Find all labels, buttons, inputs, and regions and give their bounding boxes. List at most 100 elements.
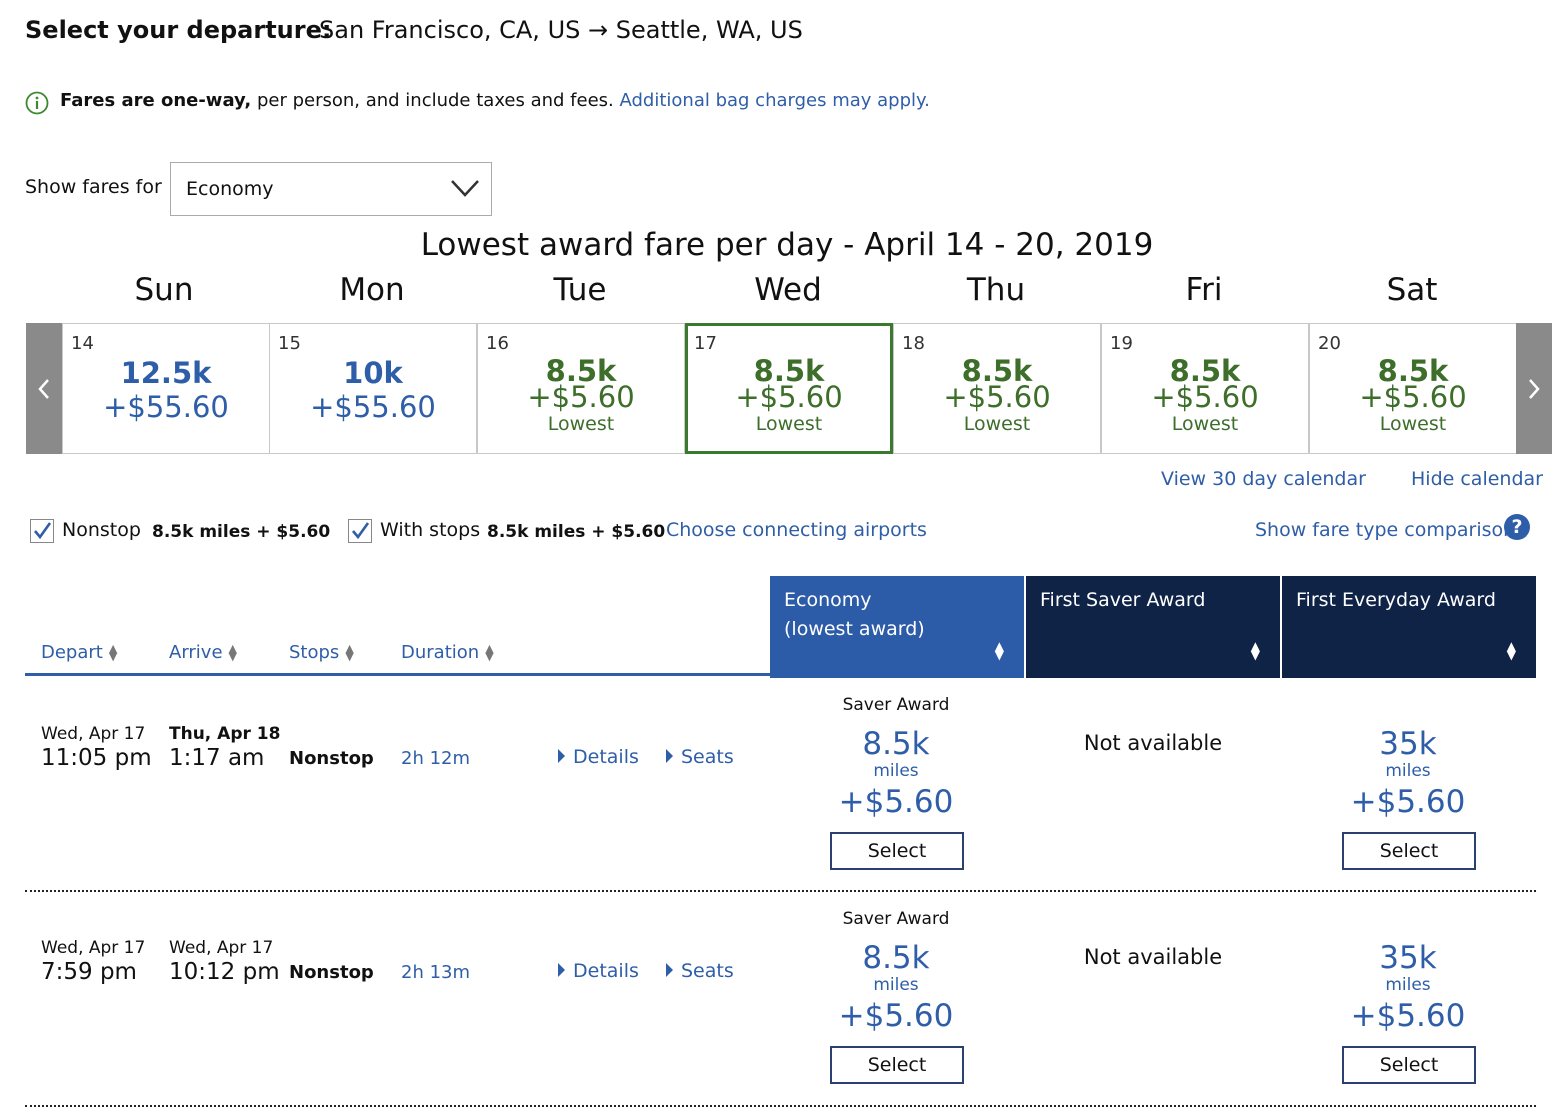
day-name: Mon [339,272,405,308]
nonstop-checkbox[interactable] [30,519,54,543]
details-link[interactable]: Details [558,746,639,768]
first-everyday-miles-label: miles [1385,761,1431,781]
nonstop-price: 8.5k miles + $5.60 [152,522,331,542]
calendar-prev-button[interactable] [26,323,62,454]
row-divider [25,890,1536,892]
fares-for-label: Show fares for [25,176,162,198]
route-text: San Francisco, CA, US → Seattle, WA, US [319,16,803,44]
cell-miles: 8.5k [961,354,1033,388]
choose-connecting-airports-link[interactable]: Choose connecting airports [666,519,927,541]
lowest-badge: Lowest [963,413,1031,435]
duration-value: 2h 13m [401,962,471,983]
chevron-right-icon [1529,378,1540,399]
cell-date: 18 [902,333,925,354]
hide-calendar-link[interactable]: Hide calendar [1411,468,1543,490]
arrive-time: 1:17 am [169,745,265,771]
first-saver-header-label: First Saver Award [1040,589,1206,611]
fare-info: Fares are one-way, per person, and inclu… [60,90,930,111]
view-30-day-calendar-link[interactable]: View 30 day calendar [1161,468,1366,490]
first-everyday-fee: +$5.60 [1350,784,1466,820]
select-first-everyday-button[interactable]: Select [1342,832,1476,870]
fare-info-text: per person, and include taxes and fees. [251,90,620,111]
cabin-select[interactable]: Economy [170,162,492,216]
calendar-title: Lowest award fare per day - April 14 - 2… [420,227,1154,263]
first-saver-column-header[interactable]: First Saver Award ▲ ▼ [1026,576,1280,678]
details-label: Details [573,960,639,982]
sort-arrive[interactable]: Arrive ▲ ▼ [169,642,237,663]
cell-date: 14 [71,333,94,354]
arrive-time: 10:12 pm [169,959,280,985]
first-everyday-fee: +$5.60 [1350,998,1466,1034]
row-divider [25,1105,1536,1107]
first-everyday-miles: 35k [1379,940,1437,976]
lowest-badge: Lowest [1171,413,1239,435]
cell-fee: +$5.60 [735,380,843,414]
cell-fee: +$55.60 [103,390,229,424]
caret-right-icon [666,749,673,763]
depart-day: Wed, Apr 17 [41,938,146,958]
calendar-day-17[interactable]: 17 8.5k +$5.60 Lowest [685,323,893,454]
first-everyday-column-header[interactable]: First Everyday Award ▲ ▼ [1282,576,1536,678]
cell-miles: 8.5k [1169,354,1241,388]
fare-type-comparison-link[interactable]: Show fare type comparison [1255,519,1516,541]
details-link[interactable]: Details [558,960,639,982]
economy-miles-label: miles [873,761,919,781]
cell-miles: 8.5k [753,354,825,388]
bag-charges-link[interactable]: Additional bag charges may apply. [619,90,930,111]
sort-icon: ▲ ▼ [345,642,354,663]
seats-link[interactable]: Seats [666,746,734,768]
arrive-header-label: Arrive [169,642,223,663]
sort-duration[interactable]: Duration ▲ ▼ [401,642,494,663]
with-stops-price: 8.5k miles + $5.60 [487,522,666,542]
help-icon[interactable]: ? [1504,514,1530,540]
cell-date: 20 [1318,333,1341,354]
sort-icon: ▲ ▼ [994,639,1004,662]
day-name: Fri [1185,272,1223,308]
with-stops-checkbox[interactable] [348,519,372,543]
cabin-select-value: Economy [186,178,274,200]
calendar-day-19[interactable]: 19 8.5k +$5.60 Lowest [1101,323,1309,454]
first-everyday-miles: 35k [1379,726,1437,762]
sort-stops[interactable]: Stops ▲ ▼ [289,642,354,663]
caret-right-icon [558,749,565,763]
arrive-day: Wed, Apr 17 [169,938,274,958]
calendar-day-16[interactable]: 16 8.5k +$5.60 Lowest [477,323,685,454]
economy-column-header[interactable]: Economy (lowest award) ▲ ▼ [770,576,1024,678]
cell-fee: +$5.60 [1359,380,1467,414]
lowest-badge: Lowest [547,413,615,435]
cell-miles: 8.5k [1377,354,1449,388]
fare-info-bold: Fares are one-way, [60,90,252,111]
calendar-day-14[interactable]: 14 12.5k +$55.60 [62,323,270,454]
calendar-day-15[interactable]: 15 10k +$55.60 [269,323,477,454]
day-name: Sat [1386,272,1438,308]
seats-link[interactable]: Seats [666,960,734,982]
cell-fee: +$5.60 [1151,380,1259,414]
day-name: Thu [966,272,1026,308]
cell-date: 15 [278,333,301,354]
stops-header-label: Stops [289,642,340,663]
select-economy-button[interactable]: Select [830,1046,964,1084]
sort-icon: ▲ ▼ [228,642,237,663]
cell-miles: 8.5k [545,354,617,388]
info-icon [25,91,49,115]
select-first-everyday-button[interactable]: Select [1342,1046,1476,1084]
cell-fee: +$5.60 [943,380,1051,414]
cell-date: 19 [1110,333,1133,354]
economy-header-line2: (lowest award) [784,618,925,640]
select-economy-button[interactable]: Select [830,832,964,870]
calendar-day-18[interactable]: 18 8.5k +$5.60 Lowest [893,323,1101,454]
sort-icon: ▲ ▼ [1506,639,1516,662]
first-everyday-miles-label: miles [1385,975,1431,995]
calendar-day-20[interactable]: 20 8.5k +$5.60 Lowest [1309,323,1517,454]
depart-time: 11:05 pm [41,745,152,771]
first-saver-unavailable: Not available [1083,731,1223,755]
sort-icon: ▲ ▼ [108,642,118,663]
arrive-day: Thu, Apr 18 [169,724,281,744]
economy-miles-label: miles [873,975,919,995]
chevron-down-icon [451,180,479,197]
sort-icon: ▲ ▼ [485,642,494,663]
first-saver-unavailable: Not available [1083,945,1223,969]
sort-depart[interactable]: Depart ▲ ▼ [41,642,117,663]
calendar-next-button[interactable] [1516,323,1552,454]
cell-miles: 10k [343,356,403,390]
